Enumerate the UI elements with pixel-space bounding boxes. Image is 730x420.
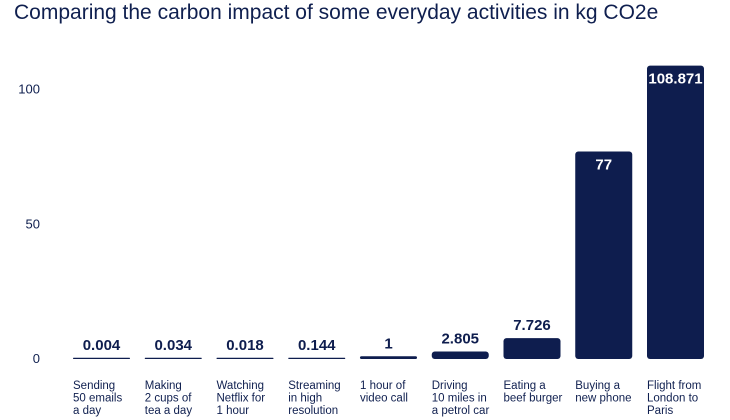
x-tick-label: Streaming in high resolution — [288, 380, 340, 417]
x-tick-label: Watching Netflix for 1 hour — [217, 380, 266, 417]
data-label: 0.018 — [226, 337, 264, 354]
data-label: 0.004 — [83, 337, 121, 354]
data-label: 1 — [384, 335, 392, 352]
data-label: 0.034 — [154, 337, 192, 354]
x-tick-label: 1 hour of video call — [360, 380, 408, 405]
x-tick-label: Buying a new phone — [575, 380, 631, 405]
x-tick-label: Eating a beef burger — [504, 380, 563, 405]
chart-title: Comparing the carbon impact of some ever… — [14, 1, 659, 24]
bar-2 — [144, 357, 202, 359]
x-tick-label: Driving 10 miles in a petrol car — [432, 380, 490, 417]
bar-9 — [647, 65, 704, 359]
bar-1 — [73, 357, 130, 359]
data-label: 77 — [595, 156, 612, 173]
data-label: 108.871 — [648, 71, 702, 88]
bar-7 — [503, 338, 561, 359]
data-label: 0.144 — [298, 337, 336, 354]
bar-3 — [216, 357, 274, 359]
x-tick-label: Making 2 cups of tea a day — [145, 380, 193, 417]
y-tick-label: 100 — [18, 82, 40, 97]
bar-5 — [360, 356, 417, 359]
x-tick-label: Flight from London to Paris — [647, 380, 701, 417]
data-label: 7.726 — [513, 317, 551, 334]
bar-4 — [288, 357, 346, 359]
y-tick-label: 0 — [33, 351, 40, 366]
bar-8 — [575, 151, 633, 359]
y-tick-label: 50 — [26, 216, 40, 231]
data-label: 2.805 — [441, 330, 479, 347]
bar-6 — [431, 351, 489, 359]
x-tick-label: Sending 50 emails a day — [73, 380, 122, 417]
